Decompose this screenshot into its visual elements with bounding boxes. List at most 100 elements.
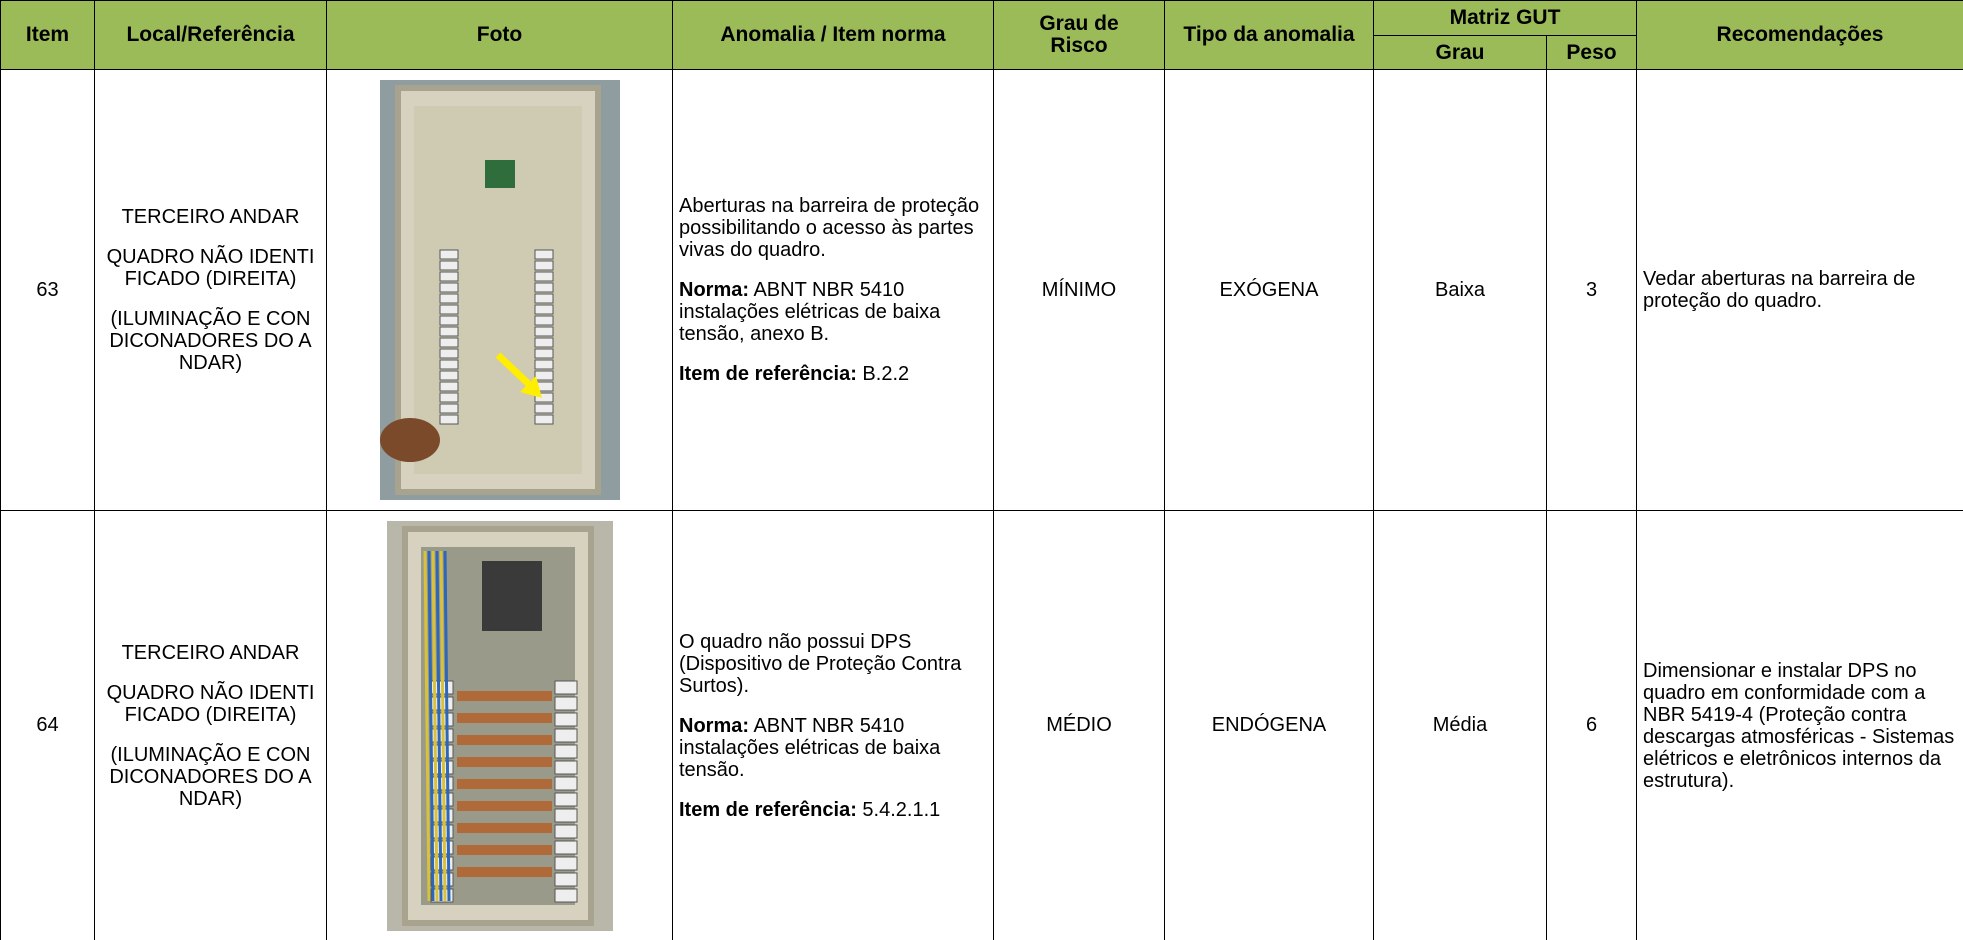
breaker	[554, 680, 577, 694]
item-cell: 64	[0, 510, 95, 940]
norma-value: ABNT NBR 5410 instalações elétricas de b…	[679, 714, 941, 781]
header-cell: Grau	[1373, 35, 1547, 70]
breaker	[534, 271, 553, 282]
breaker	[534, 403, 553, 414]
local-text: QUADRO NÃO IDENTIFICADO (DIREITA)	[106, 246, 315, 290]
breaker	[439, 326, 458, 337]
breaker	[554, 712, 577, 726]
breaker	[534, 293, 553, 304]
breaker-main	[481, 560, 542, 631]
breaker-main	[484, 160, 515, 188]
norma-label: Norma:	[679, 714, 750, 737]
grau-cell: Média	[1373, 510, 1547, 940]
item-cell: 63	[0, 69, 95, 511]
breaker	[554, 840, 577, 854]
header-cell: Recomendações	[1636, 0, 1963, 70]
anomaly-text: O quadro não possui DPS (Dispositivo de …	[679, 630, 962, 697]
ref-label: Item de referência:	[679, 798, 857, 821]
wire	[423, 550, 430, 901]
hand	[379, 418, 440, 462]
photo	[379, 80, 620, 500]
header-row: Grau Peso	[1, 35, 1963, 70]
anomaly-cell: O quadro não possui DPS (Dispositivo de …	[672, 510, 994, 940]
breaker	[439, 392, 458, 403]
breaker	[554, 744, 577, 758]
wire	[435, 550, 442, 901]
breaker	[534, 348, 553, 359]
busbar	[456, 844, 552, 855]
local-cell: TERCEIRO ANDAR QUADRO NÃO IDENTIFICADO (D…	[94, 510, 327, 940]
wire	[439, 550, 446, 901]
norma-value: ABNT NBR 5410 instalações elétricas de b…	[679, 279, 941, 345]
breaker	[439, 249, 458, 260]
breaker	[439, 282, 458, 293]
ref-text: Item de referência: 5.4.2.1.1	[679, 799, 987, 821]
norma-text: Norma: ABNT NBR 5410 instalações elétric…	[679, 279, 987, 345]
breaker	[534, 304, 553, 315]
breaker	[439, 304, 458, 315]
table-body: 63 TERCEIRO ANDAR QUADRO NÃO IDENTIFICADO …	[0, 69, 1963, 940]
anomaly-cell: Aberturas na barreira de proteção possib…	[672, 69, 994, 511]
local-text: TERCEIRO ANDAR	[121, 641, 300, 664]
busbar	[456, 690, 552, 701]
header-cell: Tipo da anomalia	[1164, 0, 1374, 70]
breaker	[554, 824, 577, 838]
breaker	[554, 872, 577, 886]
local-text: (ILUMINAÇÃO E CONDICONADORES DO ANDAR)	[109, 743, 312, 810]
breaker	[554, 760, 577, 774]
breaker	[554, 776, 577, 790]
table-row: 64 TERCEIRO ANDAR QUADRO NÃO IDENTIFICADO …	[0, 510, 1963, 940]
type-cell: EXÓGENA	[1164, 69, 1374, 511]
recommendation-text: Dimensionar e instalar DPS no quadro em …	[1643, 659, 1955, 792]
breaker	[439, 315, 458, 326]
ref-label: Item de referência:	[679, 363, 857, 385]
breaker	[534, 392, 553, 403]
peso-cell: 3	[1546, 69, 1637, 511]
breaker	[439, 260, 458, 271]
breaker	[534, 260, 553, 271]
norma-text: Norma: ABNT NBR 5410 instalações elétric…	[679, 715, 987, 781]
arrow-head	[519, 376, 542, 398]
breaker	[534, 249, 553, 260]
breaker	[439, 348, 458, 359]
wire	[431, 550, 438, 901]
breaker	[439, 381, 458, 392]
risk-cell: MÉDIO	[993, 510, 1165, 940]
photo	[386, 520, 613, 931]
breaker	[439, 359, 458, 370]
ref-value: 5.4.2.1.1	[862, 798, 941, 821]
recommendation-cell: Vedar aberturas na barreira de proteção …	[1636, 69, 1963, 511]
ref-text: Item de referência: B.2.2	[679, 363, 987, 385]
norma-label: Norma:	[679, 279, 750, 301]
busbar	[456, 734, 552, 745]
header-cell: Local/Referência	[94, 0, 327, 70]
breaker	[554, 808, 577, 822]
breaker	[534, 370, 553, 381]
header-row: Item Local/Referência Foto Anomalia / It…	[0, 0, 1963, 70]
header-cell: Item	[0, 0, 95, 70]
photo-cell	[326, 69, 673, 511]
busbar	[456, 866, 552, 877]
breaker	[554, 792, 577, 806]
breaker	[554, 888, 577, 902]
anomaly-text: Aberturas na barreira de proteção possib…	[679, 195, 980, 261]
wire	[427, 550, 434, 901]
header-cell: Foto	[326, 0, 673, 70]
header-cell: Grau de Risco	[993, 0, 1165, 70]
risk-cell: MÍNIMO	[993, 69, 1165, 511]
breaker	[534, 359, 553, 370]
table-row: 63 TERCEIRO ANDAR QUADRO NÃO IDENTIFICADO …	[0, 69, 1963, 511]
busbar	[456, 712, 552, 723]
breaker	[534, 315, 553, 326]
breaker	[439, 293, 458, 304]
breaker	[534, 326, 553, 337]
breaker	[439, 271, 458, 282]
breaker	[554, 856, 577, 870]
local-cell: TERCEIRO ANDAR QUADRO NÃO IDENTIFICADO (D…	[94, 69, 327, 511]
recommendation-cell: Dimensionar e instalar DPS no quadro em …	[1636, 510, 1963, 940]
breaker	[554, 696, 577, 710]
breaker	[534, 337, 553, 348]
busbar	[456, 756, 552, 767]
